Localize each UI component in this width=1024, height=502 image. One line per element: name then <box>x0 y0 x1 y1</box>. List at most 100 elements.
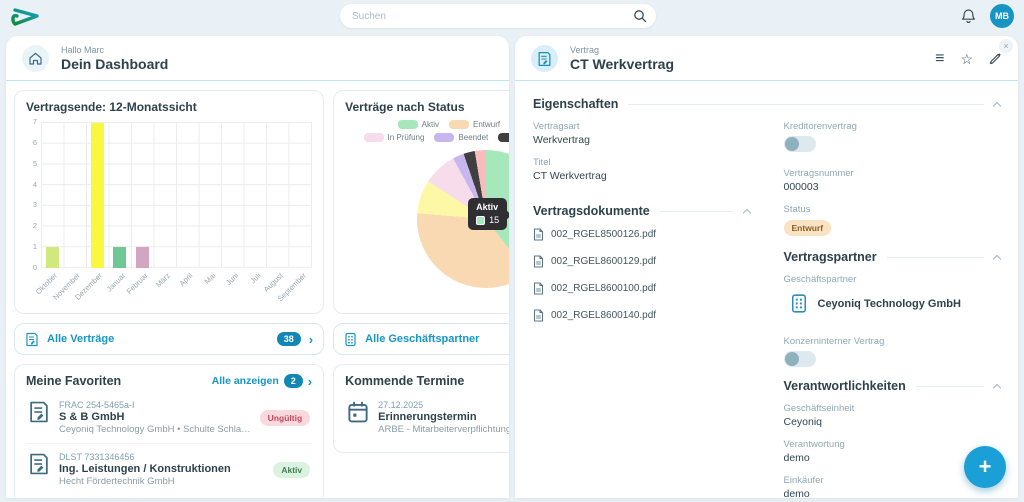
bar-Juli[interactable] <box>244 123 267 268</box>
menu-icon[interactable]: ≡ <box>935 51 944 67</box>
legend-item-Beendet[interactable]: Beendet <box>434 133 488 142</box>
field-label: Verantwortung <box>784 439 1001 450</box>
add-button[interactable]: + <box>964 446 1006 488</box>
page-title: Dein Dashboard <box>61 56 168 72</box>
responsibilities-list: GeschäftseinheitCeyoniqVerantwortungdemo… <box>784 403 1001 498</box>
field-value: demo <box>784 488 1001 498</box>
bar-März[interactable] <box>154 123 177 268</box>
search-icon[interactable] <box>633 9 647 23</box>
pie-chart-title: Verträge nach Status <box>345 100 509 114</box>
favorites-show-all-link[interactable]: Alle anzeigen 2 › <box>212 374 312 388</box>
app-logo-icon <box>10 4 44 28</box>
legend-label: Aktiv <box>422 120 439 129</box>
konzernintern-toggle[interactable] <box>784 351 816 367</box>
collapse-icon[interactable] <box>993 101 1001 109</box>
legend-item-Inaktiv[interactable]: Inaktiv <box>498 133 509 142</box>
chevron-right-icon: › <box>308 375 312 388</box>
dashboard-greeting: Hallo Marc <box>61 45 168 55</box>
bar-Oktober[interactable] <box>41 123 64 268</box>
legend-swatch-icon <box>434 133 454 142</box>
favorite-name: S & B GmbH <box>59 411 251 423</box>
bar-Juni[interactable] <box>221 123 244 268</box>
bar-November[interactable] <box>64 123 87 268</box>
legend-label: In Prüfung <box>388 133 425 142</box>
bar-Februar[interactable] <box>131 123 154 268</box>
document-row[interactable]: 002_RGEL8600140.pdf <box>533 309 750 322</box>
favorite-item[interactable]: DLST 7331346456 Ing. Leistungen / Konstr… <box>26 443 312 495</box>
favorite-item[interactable]: FRAC 254-5465a-I S & B GmbH Ceyoniq Tech… <box>26 392 312 443</box>
building-icon <box>790 293 808 314</box>
close-icon[interactable]: × <box>999 39 1013 53</box>
appointment-date: 27.12.2025 <box>378 400 509 410</box>
contracts-count-badge: 38 <box>277 332 301 346</box>
pdf-file-icon <box>533 309 544 322</box>
status-badge: Ungültig <box>260 410 310 426</box>
favorite-name: Ing. Leistungen / Konstruktionen <box>59 463 264 475</box>
contract-icon <box>28 452 50 476</box>
user-avatar[interactable]: MB <box>990 4 1014 28</box>
favorites-count-badge: 2 <box>284 374 303 388</box>
favorites-title: Meine Favoriten <box>26 374 121 388</box>
document-row[interactable]: 002_RGEL8600129.pdf <box>533 255 750 268</box>
document-name: 002_RGEL8600129.pdf <box>551 256 656 267</box>
bar-Dezember[interactable] <box>86 123 109 268</box>
dashboard-panel: Hallo Marc Dein Dashboard Vertragsende: … <box>6 36 509 498</box>
status-badge: Aktiv <box>273 462 310 478</box>
legend-label: Beendet <box>458 133 488 142</box>
bar-chart[interactable]: 01234567 <box>26 122 312 268</box>
legend-item-Aktiv[interactable]: Aktiv <box>398 120 439 129</box>
all-partners-button[interactable]: Alle Geschäftspartner 19 › <box>333 323 509 355</box>
star-icon[interactable]: ☆ <box>960 52 973 66</box>
legend-swatch-icon <box>364 133 384 142</box>
legend-item-Entwurf[interactable]: Entwurf <box>449 120 500 129</box>
pie-chart-card: Verträge nach Status AktivEntwurfIn Frei… <box>333 90 509 314</box>
pencil-icon[interactable] <box>989 52 1002 65</box>
x-tick-label: April <box>178 271 195 288</box>
pie-tooltip: Aktiv 15 <box>468 198 507 230</box>
appointment-item[interactable]: 27.12.2025 Erinnerungstermin ARBE - Mita… <box>345 392 509 443</box>
favorite-ref: DLST 7331346456 <box>59 452 264 462</box>
bar-chart-x-axis: OktoberNovemberDezemberJanuarFebruarMärz… <box>41 268 312 304</box>
kreditorenvertrag-toggle[interactable] <box>784 136 816 152</box>
detail-kicker: Vertrag <box>570 45 674 55</box>
detail-header: Vertrag CT Werkvertrag ≡ ☆ <box>515 36 1018 81</box>
pie-legend: AktivEntwurfIn FreigabeIn PrüfungBeendet… <box>345 120 509 142</box>
search-input[interactable] <box>340 4 656 28</box>
document-name: 002_RGEL8600100.pdf <box>551 283 656 294</box>
field-value: 000003 <box>784 181 1001 193</box>
contract-icon <box>25 332 39 347</box>
dashboard-header: Hallo Marc Dein Dashboard <box>6 36 509 81</box>
legend-item-In Prüfung[interactable]: In Prüfung <box>364 133 425 142</box>
bar-August[interactable] <box>266 123 289 268</box>
bar-September[interactable] <box>289 123 312 268</box>
collapse-icon[interactable] <box>993 383 1001 391</box>
field-label: Kreditorenvertrag <box>784 121 1001 132</box>
bar-chart-card: Vertragsende: 12-Monatssicht 01234567 Ok… <box>14 90 324 314</box>
legend-label: Entwurf <box>473 120 500 129</box>
collapse-icon[interactable] <box>993 254 1001 262</box>
legend-swatch-icon <box>498 133 509 142</box>
bar-Januar[interactable] <box>109 123 132 268</box>
collapse-icon[interactable] <box>742 208 750 216</box>
pdf-file-icon <box>533 255 544 268</box>
pdf-file-icon <box>533 228 544 241</box>
status-badge: Entwurf <box>784 220 832 236</box>
bar-chart-plot[interactable] <box>41 122 312 268</box>
tooltip-label: Aktiv <box>476 202 499 212</box>
calendar-icon <box>347 400 369 424</box>
x-tick-label: Juli <box>248 271 262 285</box>
contract-icon <box>28 400 50 424</box>
bar-April[interactable] <box>176 123 199 268</box>
document-row[interactable]: 002_RGEL8500126.pdf <box>533 228 750 241</box>
appointment-subtitle: ARBE - Mitarbeiterverpflichtung auf das … <box>378 424 509 435</box>
partner-label: Geschäftspartner <box>784 274 1001 285</box>
business-partner-chip[interactable]: Ceyoniq Technology GmbH <box>790 293 1001 314</box>
notifications-bell-icon[interactable] <box>961 8 976 24</box>
field-label: Vertragsnummer <box>784 168 1001 179</box>
section-vertragsdokumente: Vertragsdokumente <box>533 204 750 218</box>
all-contracts-button[interactable]: Alle Verträge 38 › <box>14 323 324 355</box>
section-verantwortlichkeiten: Verantwortlichkeiten <box>784 379 1001 393</box>
document-row[interactable]: 002_RGEL8600100.pdf <box>533 282 750 295</box>
bar-Mai[interactable] <box>199 123 222 268</box>
legend-swatch-icon <box>398 120 418 129</box>
